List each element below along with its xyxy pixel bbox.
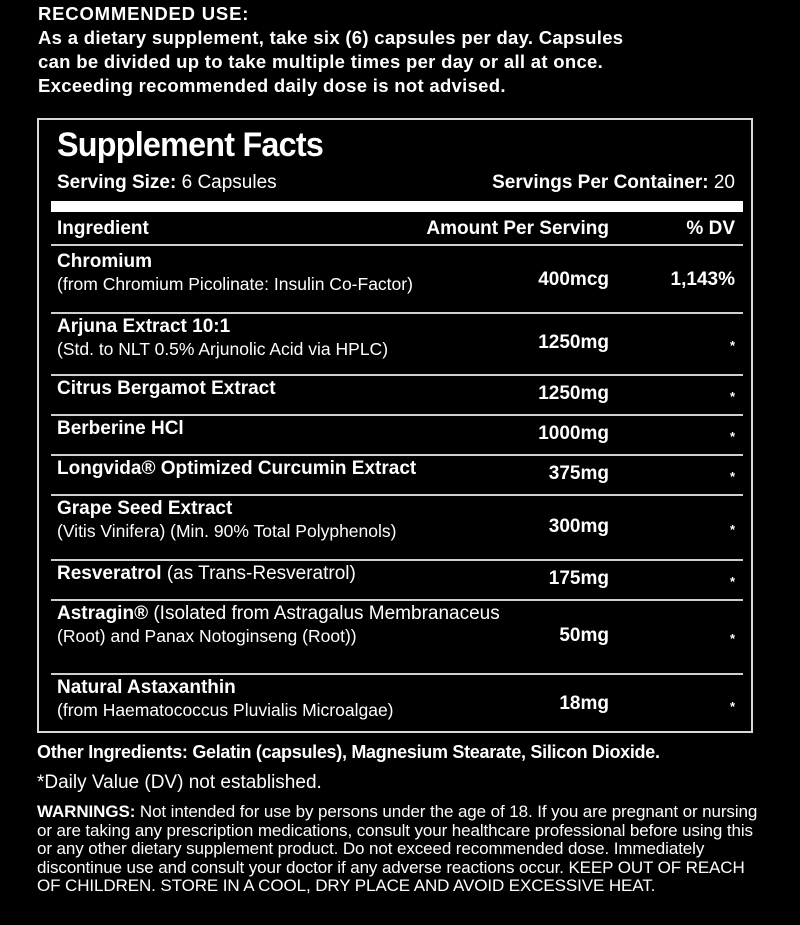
ingredient-detail: (from Chromium Picolinate: Insulin Co-Fa… <box>57 274 413 294</box>
ingredient-name: Chromium <box>57 250 735 273</box>
col-ingredient: Ingredient <box>57 218 149 239</box>
ingredient-row: Berberine HCl 1000mg * <box>57 417 735 453</box>
recommended-use-line: can be divided up to take multiple times… <box>38 51 604 72</box>
ingredient-amount: 1250mg <box>538 383 609 404</box>
ingredient-dv: * <box>729 429 735 444</box>
ingredient-name: Grape Seed Extract <box>57 497 735 520</box>
row-divider <box>51 454 743 456</box>
ingredient-name: Natural Astaxanthin <box>57 676 735 699</box>
row-divider <box>51 414 743 416</box>
serving-size-value: 6 Capsules <box>181 172 277 193</box>
row-divider <box>51 494 743 496</box>
recommended-use: RECOMMENDED USE: As a dietary supplement… <box>38 2 788 98</box>
ingredient-name: Berberine HCl <box>57 417 735 440</box>
ingredient-dv: * <box>729 631 735 646</box>
ingredient-detail: (from Haematococcus Pluvialis Microalgae… <box>57 700 394 720</box>
ingredient-name-text: Berberine HCl <box>57 418 184 439</box>
row-divider <box>51 244 743 246</box>
ingredient-name: Resveratrol (as Trans-Resveratrol) <box>57 562 735 585</box>
ingredient-amount: 175mg <box>548 568 609 589</box>
serving-size: Serving Size: 6 Capsules <box>57 172 277 194</box>
row-divider <box>51 312 743 314</box>
supplement-facts-panel: Supplement Facts Serving Size: 6 Capsule… <box>37 118 753 733</box>
ingredient-amount: 1000mg <box>538 423 609 444</box>
ingredient-qualifier: (Isolated from Astragalus Membranaceus <box>148 603 500 624</box>
ingredient-name: Astragin® (Isolated from Astragalus Memb… <box>57 602 735 625</box>
ingredient-dv: * <box>729 699 735 714</box>
warnings-label: WARNINGS: <box>37 802 136 821</box>
col-amount: Amount Per Serving <box>426 218 609 239</box>
recommended-use-line: As a dietary supplement, take six (6) ca… <box>38 27 624 48</box>
dv-note: *Daily Value (DV) not established. <box>37 772 322 793</box>
ingredient-name-text: Natural Astaxanthin <box>57 677 236 698</box>
ingredient-dv: * <box>729 389 735 404</box>
ingredient-row: Citrus Bergamot Extract 1250mg * <box>57 377 735 413</box>
serving-size-label: Serving Size: <box>57 172 177 193</box>
recommended-use-heading: RECOMMENDED USE: <box>38 3 250 24</box>
recommended-use-line: Exceeding recommended daily dose is not … <box>38 75 506 96</box>
ingredient-amount: 375mg <box>548 463 609 484</box>
servings-per-container: Servings Per Container: 20 <box>492 172 735 194</box>
row-divider <box>51 559 743 561</box>
ingredient-row: Resveratrol (as Trans-Resveratrol) 175mg * <box>57 562 735 598</box>
ingredient-detail: (Vitis Vinifera) (Min. 90% Total Polyphe… <box>57 521 397 541</box>
ingredient-name-text: Longvida® Optimized Curcumin Extract <box>57 458 417 479</box>
ingredient-qualifier: (as Trans-Resveratrol) <box>161 563 356 584</box>
warnings-text: Not intended for use by persons under th… <box>37 802 758 895</box>
ingredient-name-text: Grape Seed Extract <box>57 498 233 519</box>
other-ingredients: Other Ingredients: Gelatin (capsules), M… <box>37 742 660 762</box>
ingredient-row: Natural Astaxanthin (from Haematococcus P… <box>57 676 735 734</box>
ingredient-amount: 1250mg <box>538 332 609 353</box>
ingredient-name-text: Citrus Bergamot Extract <box>57 378 276 399</box>
ingredient-dv: * <box>729 338 735 353</box>
ingredient-row: Astragin® (Isolated from Astragalus Memb… <box>57 602 735 672</box>
ingredient-detail: (Std. to NLT 0.5% Arjunolic Acid via HPL… <box>57 339 389 359</box>
ingredient-name: Citrus Bergamot Extract <box>57 377 735 400</box>
panel-title: Supplement Facts <box>57 126 324 164</box>
ingredient-amount: 18mg <box>559 693 609 714</box>
ingredient-name: Longvida® Optimized Curcumin Extract <box>57 457 735 480</box>
ingredient-name-text: Chromium <box>57 251 152 272</box>
ingredient-name: Arjuna Extract 10:1 <box>57 315 735 338</box>
ingredient-row: Grape Seed Extract (Vitis Vinifera) (Min.… <box>57 497 735 558</box>
ingredient-name-text: Arjuna Extract 10:1 <box>57 316 231 337</box>
servings-per-container-label: Servings Per Container: <box>492 172 709 193</box>
thick-divider <box>51 201 743 212</box>
table-header: Ingredient Amount Per Serving % DV <box>57 218 735 244</box>
ingredient-amount: 400mcg <box>538 268 609 290</box>
ingredient-dv: * <box>729 521 735 537</box>
col-dv: % DV <box>686 218 735 239</box>
ingredient-row: Arjuna Extract 10:1 (Std. to NLT 0.5% Arj… <box>57 315 735 373</box>
row-divider <box>51 673 743 675</box>
ingredient-detail: (Root) and Panax Notoginseng (Root)) <box>57 626 357 646</box>
warnings: WARNINGS: Not intended for use by person… <box>37 802 767 896</box>
ingredient-name-text: Astragin® <box>57 603 149 624</box>
row-divider <box>51 374 743 376</box>
row-divider <box>51 599 743 601</box>
ingredient-dv: * <box>729 469 735 484</box>
ingredient-row: Chromium (from Chromium Picolinate: Insul… <box>57 250 735 311</box>
ingredient-amount: 300mg <box>548 515 609 537</box>
ingredient-amount: 50mg <box>559 625 609 646</box>
ingredient-name-text: Resveratrol <box>57 563 162 584</box>
ingredient-row: Longvida® Optimized Curcumin Extract 375m… <box>57 457 735 493</box>
servings-per-container-value: 20 <box>713 172 735 193</box>
ingredient-dv: 1,143% <box>670 268 735 290</box>
ingredient-dv: * <box>729 574 735 589</box>
